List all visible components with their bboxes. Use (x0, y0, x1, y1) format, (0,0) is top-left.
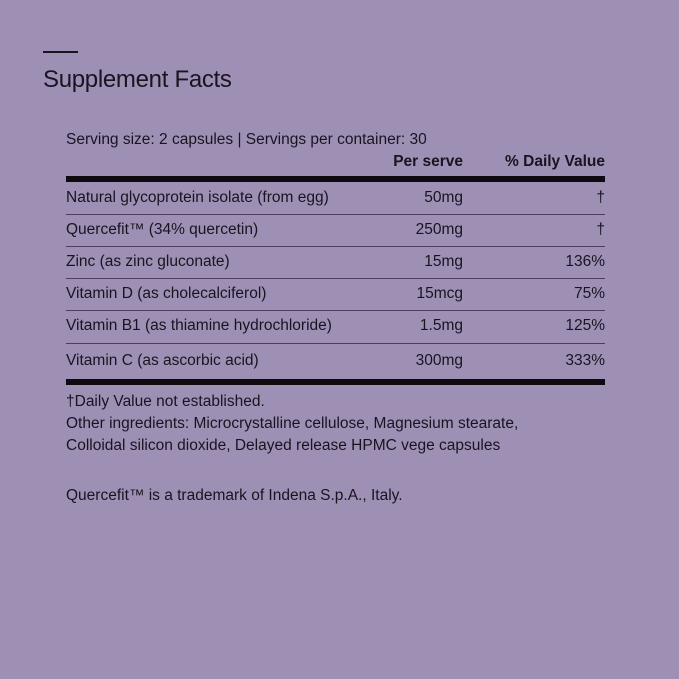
header-daily-value: % Daily Value (505, 153, 605, 170)
row-name: Vitamin C (as ascorbic acid) (66, 352, 259, 369)
dv-footnote: †Daily Value not established. (66, 393, 265, 410)
row-name: Quercefit™ (34% quercetin) (66, 221, 259, 238)
row-dv: † (596, 221, 605, 238)
row-name: Natural glycoprotein isolate (from egg) (66, 189, 329, 206)
row-dv: † (596, 189, 605, 206)
other-ingredients: Other ingredients: Microcrystalline cell… (66, 415, 519, 454)
page-title: Supplement Facts (43, 66, 232, 93)
row-dv: 333% (565, 352, 605, 369)
table-row: Vitamin C (as ascorbic acid) 300mg 333% (66, 345, 605, 377)
table-row: Vitamin D (as cholecalciferol) 15mcg 75% (66, 278, 605, 311)
table-row: Zinc (as zinc gluconate) 15mg 136% (66, 246, 605, 279)
row-name: Vitamin D (as cholecalciferol) (66, 285, 267, 302)
header-per-serve: Per serve (393, 153, 463, 170)
row-amount: 1.5mg (419, 317, 463, 334)
bottom-rule (66, 379, 605, 385)
table-row: Vitamin B1 (as thiamine hydrochloride) 1… (66, 310, 605, 344)
top-rule (66, 176, 605, 182)
row-dv: 75% (573, 285, 605, 302)
row-dv: 136% (565, 253, 605, 270)
row-amount: 300mg (415, 352, 463, 369)
table-row: Quercefit™ (34% quercetin) 250mg † (66, 214, 605, 247)
row-name: Zinc (as zinc gluconate) (66, 253, 230, 270)
row-amount: 15mcg (416, 285, 463, 302)
row-amount: 250mg (415, 221, 463, 238)
serving-info: Serving size: 2 capsules | Servings per … (66, 131, 427, 148)
row-amount: 15mg (424, 253, 463, 270)
decorative-dash (43, 51, 78, 53)
row-name: Vitamin B1 (as thiamine hydrochloride) (66, 317, 332, 334)
row-dv: 125% (565, 317, 605, 334)
trademark-note: Quercefit™ is a trademark of Indena S.p.… (66, 487, 403, 504)
table-row: Natural glycoprotein isolate (from egg) … (66, 182, 605, 215)
row-amount: 50mg (424, 189, 463, 206)
